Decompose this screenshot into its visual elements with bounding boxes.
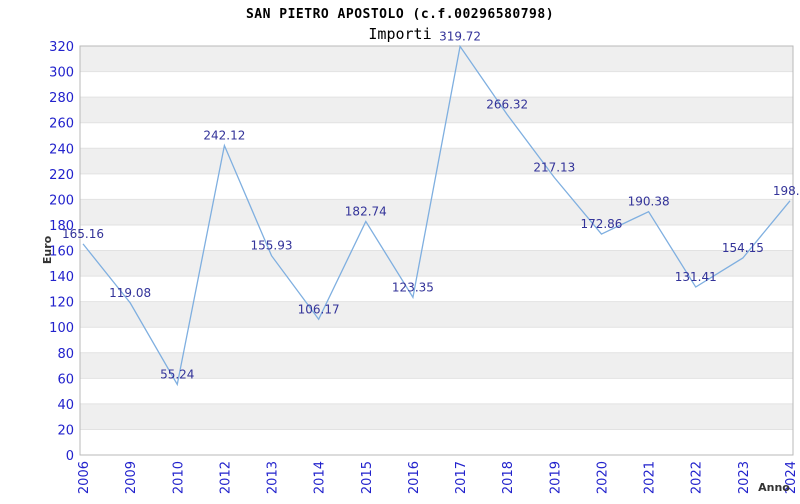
point-label: 266.32 — [486, 98, 528, 112]
point-label: 55.24 — [160, 367, 194, 381]
plot-band — [80, 403, 793, 430]
y-tick-label: 60 — [57, 372, 74, 387]
x-tick-label: 2006 — [77, 461, 92, 494]
x-tick-label: 2013 — [266, 461, 281, 494]
plot-band — [80, 97, 793, 123]
y-tick-label: 180 — [49, 219, 74, 234]
y-tick-label: 40 — [57, 398, 74, 413]
point-label: 182.74 — [345, 204, 387, 218]
point-label: 217.13 — [533, 160, 575, 174]
x-tick-label: 2016 — [407, 461, 422, 494]
y-tick-label: 260 — [49, 117, 74, 132]
x-tick-label: 2009 — [124, 461, 139, 494]
point-label: 242.12 — [203, 129, 245, 143]
point-label: 319.72 — [439, 29, 481, 43]
x-axis-title: Anno — [758, 481, 790, 494]
point-label: 165.16 — [62, 227, 104, 241]
y-axis-title: Euro — [41, 235, 54, 264]
y-tick-label: 140 — [49, 270, 74, 285]
plot-band — [80, 46, 793, 72]
x-tick-label: 2015 — [360, 461, 375, 494]
x-tick-label: 2020 — [595, 461, 610, 494]
x-tick-label: 2021 — [643, 461, 658, 494]
point-label: 131.41 — [675, 270, 717, 284]
x-tick-label: 2014 — [313, 461, 328, 494]
x-tick-label: 2023 — [737, 461, 752, 494]
point-label: 119.08 — [109, 286, 151, 300]
point-label: 123.35 — [392, 280, 434, 294]
chart-subtitle: Importi — [368, 25, 432, 43]
y-tick-label: 280 — [49, 91, 74, 106]
point-label: 106.17 — [298, 302, 340, 316]
point-label: 155.93 — [251, 239, 293, 253]
point-label: 190.38 — [628, 195, 670, 209]
y-tick-label: 240 — [49, 142, 74, 157]
x-tick-label: 2022 — [690, 461, 705, 494]
chart-title: SAN PIETRO APOSTOLO (c.f.00296580798) — [245, 7, 555, 22]
point-label: 172.86 — [580, 217, 622, 231]
x-tick-label: 2017 — [454, 461, 469, 494]
y-tick-label: 100 — [49, 321, 74, 336]
y-tick-label: 320 — [49, 40, 74, 55]
plot-band — [80, 352, 793, 379]
plot-border — [79, 45, 794, 456]
x-tick-label: 2010 — [171, 461, 186, 494]
y-tick-label: 300 — [49, 66, 74, 81]
y-tick-label: 80 — [57, 347, 74, 362]
plot-band — [80, 199, 793, 225]
x-tick-label: 2019 — [548, 461, 563, 494]
y-tick-label: 220 — [49, 168, 74, 183]
y-tick-label: 120 — [49, 296, 74, 311]
y-tick-label: 200 — [49, 193, 74, 208]
x-tick-label: 2012 — [218, 461, 233, 494]
point-label: 154.15 — [722, 241, 764, 255]
y-tick-label: 20 — [57, 423, 74, 438]
plot-band — [80, 301, 793, 328]
y-tick-label: 0 — [66, 449, 74, 464]
x-tick-label: 2018 — [501, 461, 516, 494]
point-label: 198.9 — [773, 184, 800, 198]
series-line — [82, 44, 791, 387]
x-tick-label: 2024 — [784, 461, 799, 494]
y-tick-label: 160 — [49, 245, 74, 260]
